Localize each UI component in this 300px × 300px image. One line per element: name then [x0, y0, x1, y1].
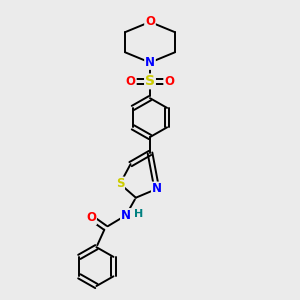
Text: S: S [145, 74, 155, 88]
Text: O: O [164, 75, 174, 88]
Text: S: S [116, 177, 124, 190]
Text: H: H [134, 209, 143, 219]
Text: O: O [126, 75, 136, 88]
Text: O: O [86, 211, 96, 224]
Text: N: N [152, 182, 162, 195]
Text: N: N [145, 56, 155, 69]
Text: O: O [145, 15, 155, 28]
Text: N: N [121, 209, 131, 222]
